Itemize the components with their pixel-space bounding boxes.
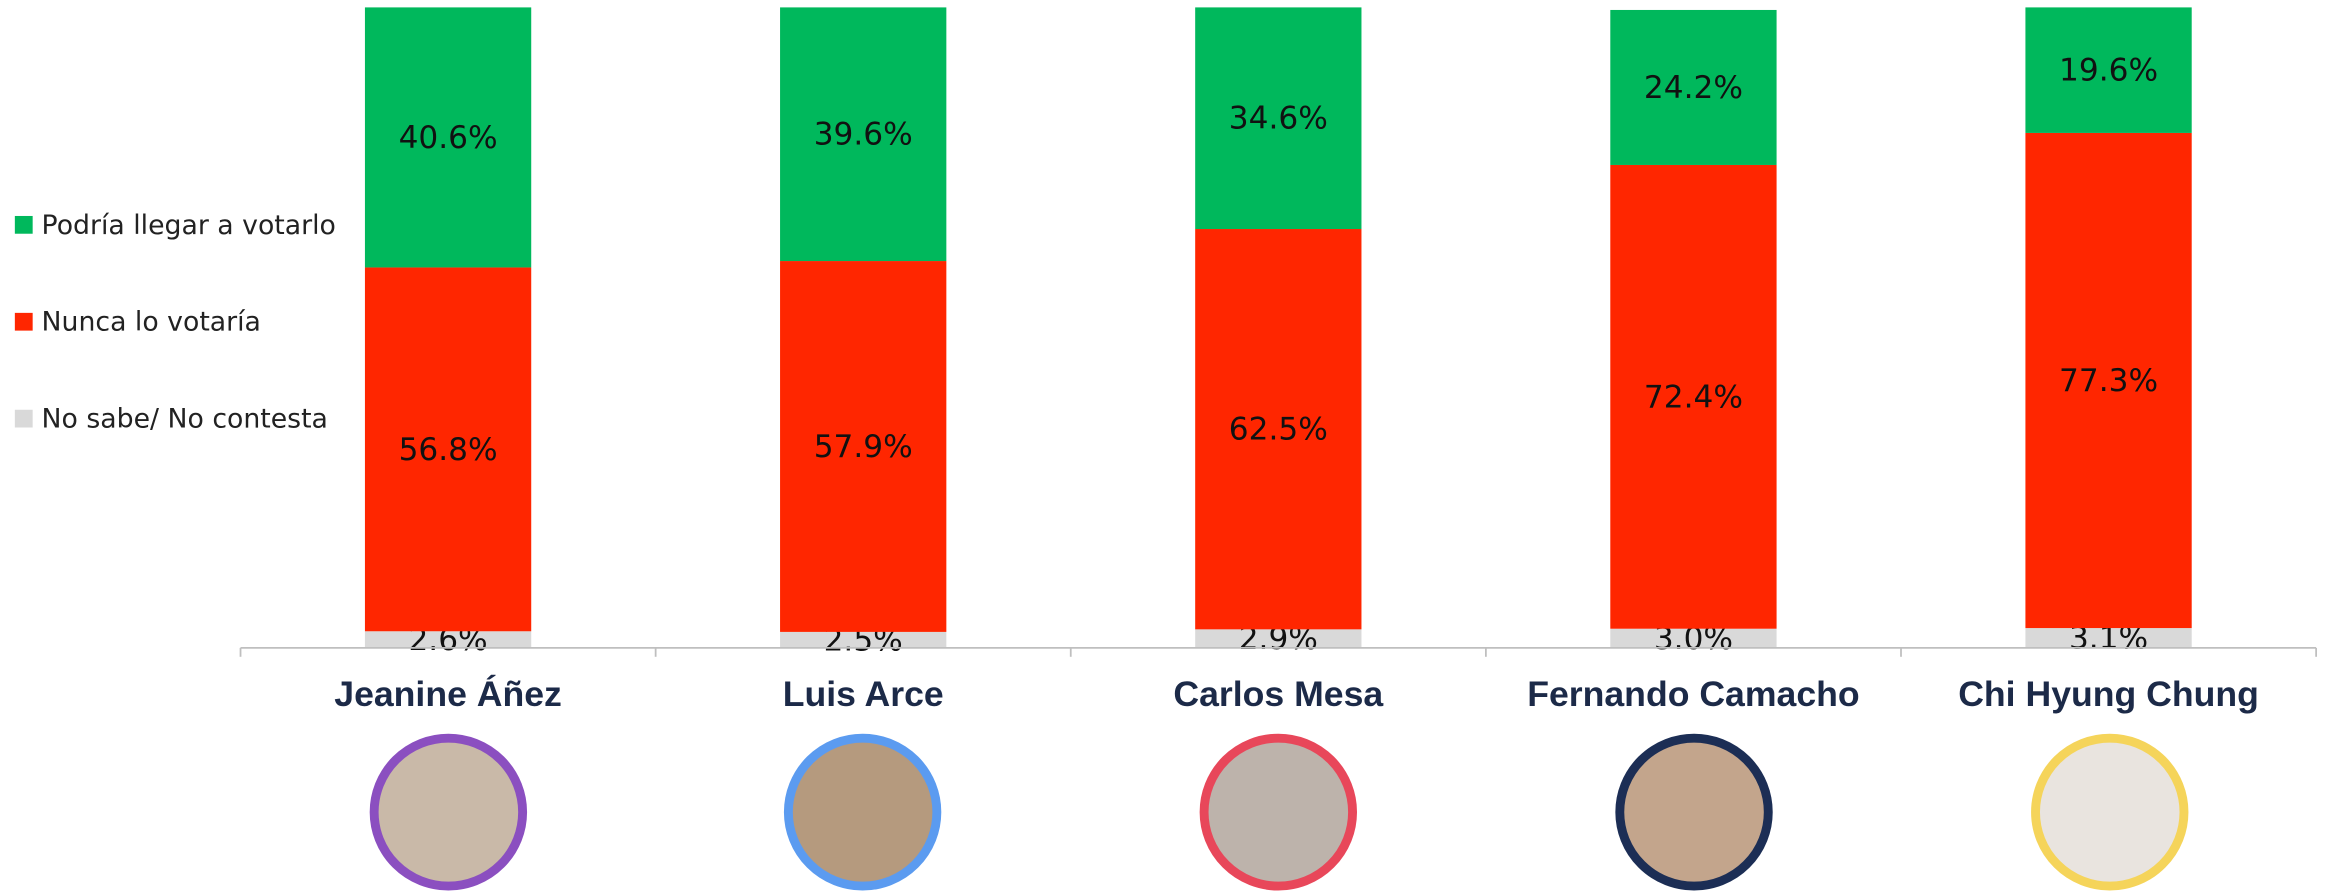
value-label: 39.6%: [814, 117, 913, 153]
value-label: 72.4%: [1644, 379, 1743, 415]
value-label: 19.6%: [2059, 53, 2158, 89]
x-tick-label: Carlos Mesa: [1173, 674, 1383, 714]
chart: 2.6%56.8%40.6%Jeanine Áñez2.5%57.9%39.6%…: [0, 0, 2328, 892]
legend-swatch: [15, 313, 33, 331]
candidate-photo: [2036, 738, 2184, 886]
x-tick-label: Jeanine Áñez: [334, 674, 562, 714]
candidate-photo: [1204, 738, 1352, 886]
legend-swatch: [15, 410, 33, 428]
value-label: 56.8%: [399, 432, 498, 468]
candidate-photo: [1620, 738, 1768, 886]
legend-label: Nunca lo votaría: [42, 307, 261, 338]
legend-label: No sabe/ No contesta: [42, 404, 328, 435]
value-label: 40.6%: [399, 120, 498, 156]
value-label: 24.2%: [1644, 70, 1743, 106]
legend-swatch: [15, 216, 33, 234]
x-tick-label: Luis Arce: [783, 674, 944, 714]
value-label: 57.9%: [814, 429, 913, 465]
value-label: 62.5%: [1229, 412, 1328, 448]
x-tick-label: Chi Hyung Chung: [1958, 674, 2259, 714]
candidate-photo: [788, 738, 936, 886]
x-tick-label: Fernando Camacho: [1527, 674, 1859, 714]
value-label: 34.6%: [1229, 101, 1328, 137]
value-label: 77.3%: [2059, 363, 2158, 399]
legend-label: Podría llegar a votarlo: [42, 210, 336, 241]
photos: [374, 738, 2184, 886]
candidate-photo: [374, 738, 522, 886]
